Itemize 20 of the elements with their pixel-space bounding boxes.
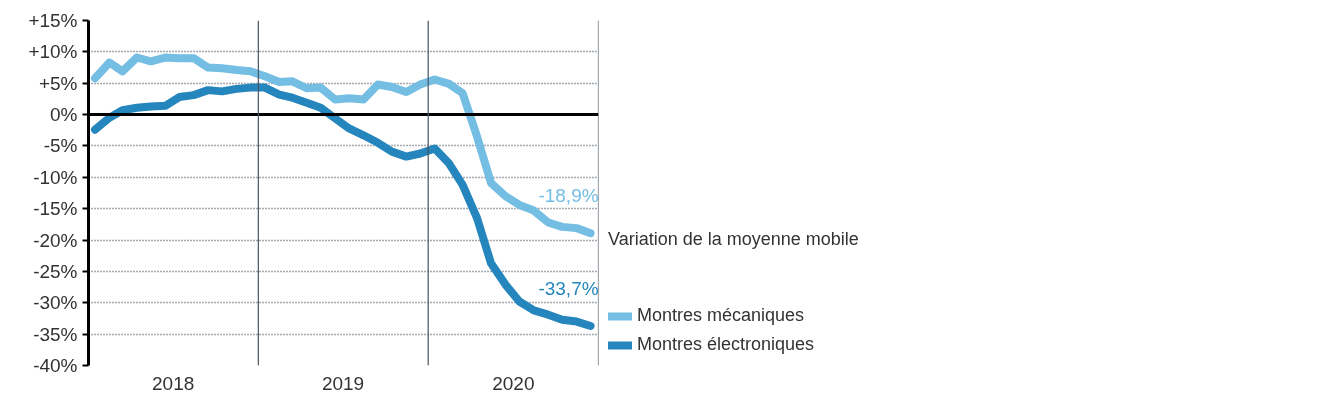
y-tick-label: -5% (43, 135, 78, 157)
y-tick-label: -15% (33, 198, 78, 220)
x-tick-label: 2018 (152, 372, 195, 394)
x-tick-label: 2019 (321, 372, 365, 394)
y-tick-label: -25% (33, 260, 78, 282)
y-tick-label: -30% (33, 292, 78, 314)
y-tick-label: 0% (50, 104, 78, 126)
y-tick-label: -20% (33, 229, 78, 251)
annotation: -33,7% (538, 277, 599, 299)
legend-label: Montres mécaniques (637, 305, 805, 326)
y-tick-label: -40% (33, 355, 78, 376)
y-tick-label: +5% (38, 72, 78, 94)
x-tick-label: 2020 (492, 372, 535, 394)
legend-label: Montres électroniques (637, 334, 815, 355)
y-tick-label: -35% (33, 323, 78, 345)
annotation: -18,9% (538, 185, 599, 207)
y-tick-label: +10% (28, 41, 78, 63)
y-tick-label: +15% (28, 10, 78, 31)
legend-title: Variation de la moyenne mobile (608, 229, 859, 250)
y-tick-label: -10% (33, 166, 78, 188)
